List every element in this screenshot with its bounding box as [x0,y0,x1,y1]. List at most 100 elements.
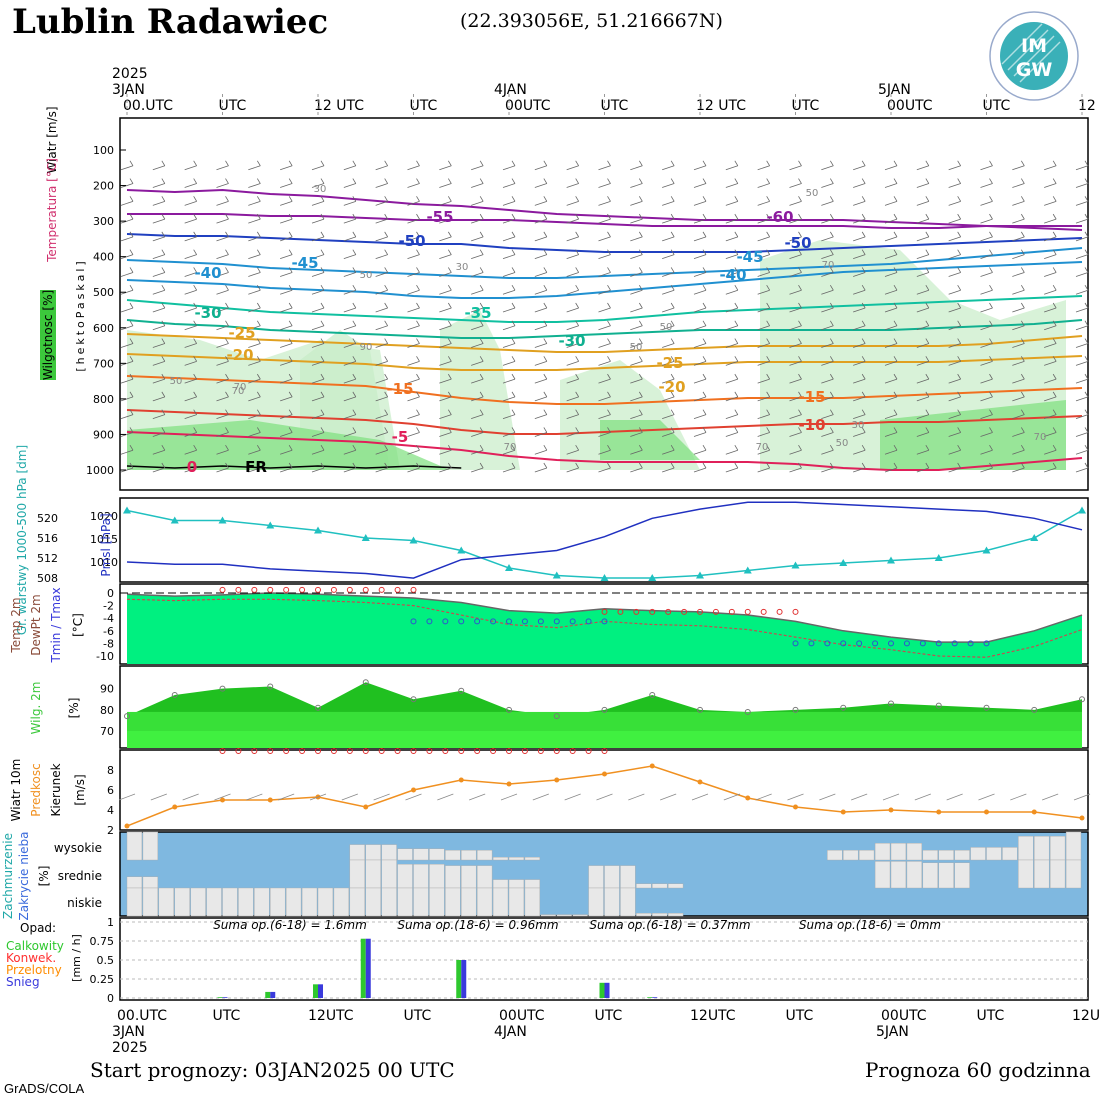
wind-barb [375,289,388,295]
wind-barb [725,396,738,402]
wind-barb [853,396,866,402]
wind-speed-marker [220,797,225,803]
wind-barb-flag [957,196,962,202]
bottom-day: 3JAN [112,1024,145,1040]
cloud-bar [476,865,493,889]
label-opad: Opad: [20,921,56,935]
wind-barb-flag [161,196,166,202]
wind-barb-flag [320,445,325,451]
wind-barb [216,183,229,188]
label-cloud-unit: [%] [37,866,51,887]
wind-barb [725,236,738,242]
wind-barb-flag [798,196,802,202]
temperature-ticks: 0-2-4-6-8-10 [96,587,114,663]
wind-barb-flag [543,409,548,415]
wind-barb-flag [607,338,611,344]
wind-barb-flag [638,462,643,469]
cloud-bar [572,914,588,917]
wind-barb-flag [129,356,134,362]
pressure-tick-label: 200 [93,180,114,193]
wind-barb-flag [1020,267,1025,273]
gust-marker [537,748,544,754]
wind-barb-flag [447,302,452,309]
wind-barb [471,432,484,437]
wind-barb [693,165,707,171]
wind-barb [884,414,898,420]
wind-barb [184,272,197,277]
cloud-bar [206,887,222,917]
wind-barb-flag [861,320,866,326]
cloud-bar [445,865,461,889]
humidity-marker [983,704,990,711]
wind-barb [407,414,420,420]
cloud-bar [365,844,381,861]
wind-barb [343,360,356,366]
wind-barb [566,200,579,206]
wind-barb [630,272,643,277]
wind-barb-flag [384,391,389,398]
label-calkowity: Calkowity [6,939,64,953]
humidity-label: 50 [360,270,373,281]
wind-barb-flag [511,231,516,238]
wind-barb-flag [511,160,516,166]
bottom-tick-label: 12UTC [690,1008,736,1024]
wind-barb [1075,200,1089,206]
wind-barb-flag [638,213,643,220]
wind-barb-flag [543,285,548,291]
wind-barb [1044,289,1057,295]
wind-barb-flag [670,160,675,166]
wind-barb [566,432,579,437]
label-konwek: Konwek. [6,951,56,965]
wind-barb [1012,236,1025,242]
wind-barb [789,378,802,384]
humidity-shade-dense [880,400,1066,470]
wind-barb [757,414,770,420]
wind-barb-flag [1084,462,1089,469]
wind-barb [471,254,484,260]
wind-barb-flag [256,462,261,469]
wind-barb-flag [479,445,484,451]
wind-barb [184,236,197,242]
wind-barb-flag [989,409,993,415]
wind-barb [471,307,484,313]
thickness-marker [409,536,418,544]
wind-barb [502,432,516,437]
wind-barb-flag [607,445,611,451]
wind-barb-flag [925,302,930,309]
wind-barb-flag [416,285,420,291]
precip-sums: Suma op.(6-18) = 1.6mm Suma op.(18-6) = 0… [213,918,941,932]
wind-barb-flag [861,213,866,220]
wind-barb-flag [989,338,993,344]
wind-barb [821,165,834,171]
wind-barb-flag [702,320,707,326]
wind-barb-flag [225,409,229,415]
wind-barb-flag [129,178,134,184]
wind-barb [152,165,165,171]
wind-barb-flag [511,320,516,326]
wind-barb [152,396,165,402]
wind-barb [375,325,388,331]
wind-barb [630,449,643,455]
wind-barb [948,325,961,331]
wind-barb [662,218,675,224]
top-tick-label: UTC [792,98,820,114]
wind-barb [343,467,356,473]
wind-barb-flag [575,160,580,166]
tmax-marker [744,608,751,615]
wind-barb [980,307,993,313]
wind-barb [662,467,675,473]
wind-barb-flag [384,445,389,451]
wind-barb-flag [384,213,389,220]
gust-marker [521,748,528,754]
tmin-marker [601,618,608,625]
tmin-marker [872,640,879,647]
wind-barb [948,307,961,313]
wind-barb-flag [575,302,580,309]
pmsl-line [126,501,1083,579]
top-tick-label: 00UTC [887,98,933,114]
wind-barb-flag [384,338,389,344]
precip-snow-bar [270,991,276,998]
wind-barb [1044,254,1057,260]
wind-barb-flag [193,249,198,255]
wind-barb [948,467,961,473]
